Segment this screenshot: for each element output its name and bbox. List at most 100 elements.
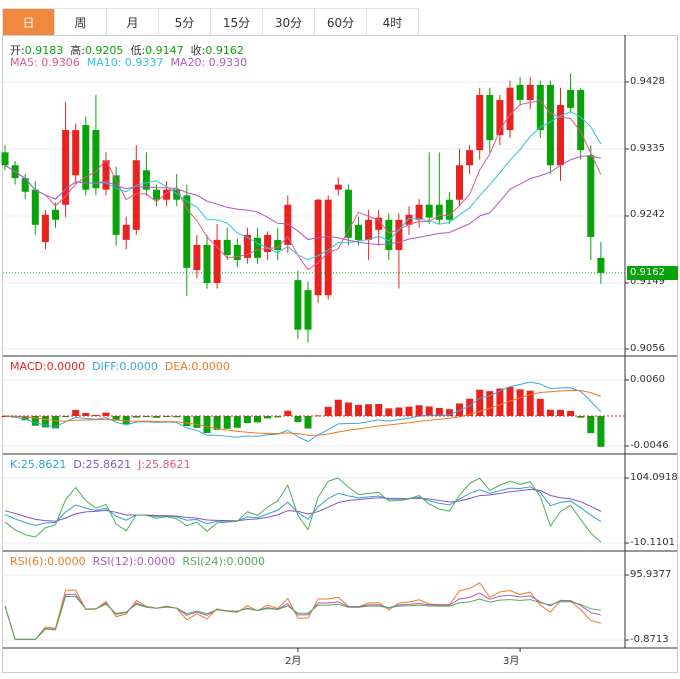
candle-body	[132, 160, 140, 230]
macd-bar	[122, 416, 130, 424]
candle-body	[243, 234, 251, 258]
price-tick: 0.9335	[630, 143, 665, 154]
macd-bar	[536, 398, 544, 416]
tab-week[interactable]: 周	[55, 9, 107, 35]
macd-bar	[415, 405, 423, 416]
low-label: 低:	[130, 44, 146, 57]
macd-bar	[142, 416, 150, 418]
tab-4hour[interactable]: 4时	[367, 9, 419, 35]
tab-15min[interactable]: 15分	[211, 9, 263, 35]
candle-body	[264, 234, 272, 253]
macd-bar	[112, 416, 120, 421]
macd-bar	[496, 388, 504, 416]
macd-bar	[62, 416, 70, 418]
macd-bar	[193, 416, 201, 428]
ma5-line	[4, 99, 602, 271]
period-tabs: 日 周 月 5分 15分 30分 60分 4时	[2, 8, 419, 35]
macd-bar	[52, 416, 59, 429]
macd-bar	[153, 416, 160, 418]
candle-body	[516, 84, 524, 100]
tab-5min[interactable]: 5分	[159, 9, 211, 35]
macd-bar	[546, 409, 554, 416]
candle-body	[466, 150, 474, 166]
open-value: 0.9183	[24, 44, 64, 57]
x-label-mar: 3月	[503, 656, 520, 667]
candle-body	[577, 89, 585, 151]
candle-body	[31, 189, 39, 225]
candle-body	[425, 204, 433, 218]
price-tick: 0.9428	[630, 76, 665, 87]
rsi-tick: -0.8713	[630, 634, 669, 645]
kdj-tick: 104.0918	[630, 472, 678, 483]
macd-bar	[395, 407, 403, 416]
k-line	[4, 486, 602, 526]
candle-body	[314, 199, 322, 296]
macd-value: MACD:0.0000	[10, 360, 86, 373]
candle-body	[304, 290, 312, 330]
rsi12-line	[4, 592, 602, 640]
macd-bar	[597, 416, 605, 447]
tab-month[interactable]: 月	[107, 9, 159, 35]
macd-bar	[344, 402, 352, 416]
candle-body	[355, 224, 362, 240]
macd-bar	[163, 416, 171, 417]
macd-bar	[233, 416, 241, 428]
macd-bar	[526, 390, 534, 416]
macd-bar	[254, 416, 261, 423]
j-line	[4, 477, 602, 543]
candle-body	[122, 224, 130, 240]
tab-60min[interactable]: 60分	[315, 9, 367, 35]
macd-bar	[557, 409, 564, 416]
candle-body	[163, 189, 171, 200]
macd-bar	[213, 416, 221, 430]
candle-body	[587, 155, 595, 238]
candle-body	[375, 217, 383, 230]
macd-bar	[476, 389, 484, 416]
candle-body	[223, 239, 231, 255]
macd-bar	[92, 414, 100, 416]
candle-body	[173, 189, 181, 200]
candle-body	[203, 244, 211, 283]
rsi6-value: RSI(6):0.0000	[10, 555, 86, 568]
macd-bar	[314, 415, 322, 417]
candle-body	[486, 94, 494, 141]
price-tick: 0.9149	[630, 276, 665, 287]
rsi24-value: RSI(24):0.0000	[182, 555, 265, 568]
macd-bar	[102, 412, 110, 416]
high-label: 高:	[70, 44, 85, 57]
candle-body	[1, 152, 9, 166]
macd-bar	[516, 389, 524, 416]
high-value: 0.9205	[84, 44, 124, 57]
candle-body	[344, 189, 352, 238]
ma10-value: MA10: 0.9337	[86, 56, 164, 69]
candle-body	[183, 195, 191, 268]
chart-frame	[2, 35, 678, 673]
tab-30min[interactable]: 30分	[263, 9, 315, 35]
ma10-line	[4, 111, 602, 261]
candle-body	[153, 189, 160, 200]
diff-value: DIFF:0.0000	[92, 360, 158, 373]
candle-body	[72, 130, 80, 176]
macd-bar	[203, 416, 211, 434]
kdj-tick: -10.1101	[630, 537, 675, 548]
candle-body	[254, 237, 261, 258]
candle-body	[334, 184, 342, 190]
candle-body	[213, 239, 221, 283]
candle-body	[597, 257, 605, 273]
candle-body	[142, 170, 150, 190]
macd-bar	[72, 409, 80, 416]
candle-body	[102, 160, 110, 190]
ma20-value: MA20: 0.9330	[170, 56, 248, 69]
candle-body	[324, 199, 332, 296]
close-value: 0.9162	[205, 44, 244, 57]
macd-bar	[324, 406, 332, 416]
dea-line	[4, 389, 602, 436]
ma5-value: MA5: 0.9306	[10, 56, 80, 69]
macd-bar	[587, 416, 595, 434]
ohlc-readout: 开:0.9183 高:0.9205 低:0.9147 收:0.9162	[10, 42, 244, 58]
macd-bar	[355, 404, 362, 416]
tab-day[interactable]: 日	[3, 9, 55, 35]
candle-body	[274, 239, 282, 250]
ma-legend: MA5: 0.9306 MA10: 0.9337 MA20: 0.9330	[10, 56, 247, 69]
